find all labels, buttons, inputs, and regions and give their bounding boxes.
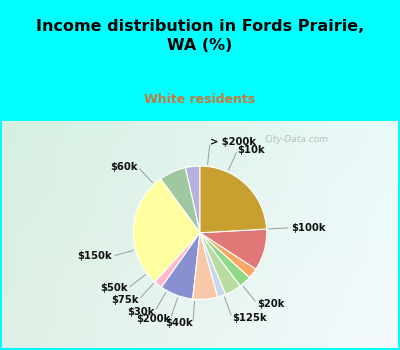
Wedge shape [200,233,256,278]
Wedge shape [200,233,226,297]
Text: $125k: $125k [232,313,267,323]
Text: $40k: $40k [165,318,193,328]
Text: City-Data.com: City-Data.com [265,135,329,144]
Text: $50k: $50k [100,283,128,293]
Text: $20k: $20k [257,299,284,309]
Text: $150k: $150k [78,251,112,261]
Wedge shape [162,233,200,299]
Wedge shape [161,168,200,233]
Wedge shape [155,233,200,287]
Wedge shape [200,233,250,286]
Wedge shape [133,179,200,282]
Wedge shape [200,233,240,294]
Text: $30k: $30k [127,307,155,317]
Text: White residents: White residents [144,92,256,105]
Text: $10k: $10k [238,145,265,155]
Text: $60k: $60k [110,162,138,172]
Text: $75k: $75k [111,295,138,305]
Wedge shape [200,229,267,269]
Wedge shape [193,233,218,300]
Text: > $200k: > $200k [210,137,256,147]
Text: Income distribution in Fords Prairie,
WA (%): Income distribution in Fords Prairie, WA… [36,19,364,53]
Text: $100k: $100k [291,223,325,233]
Wedge shape [200,166,266,233]
Text: $200k: $200k [136,314,170,324]
Wedge shape [185,166,200,233]
